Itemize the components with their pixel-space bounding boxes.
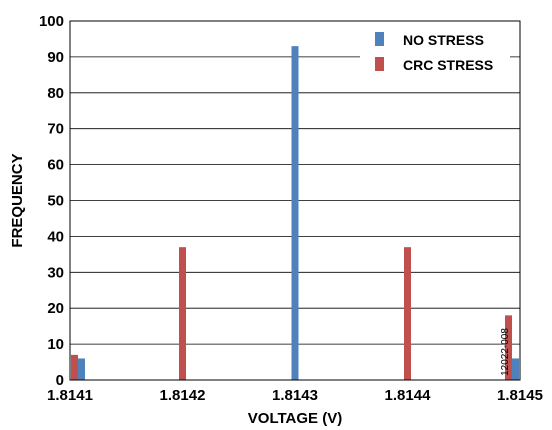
y-axis-title: FREQUENCY (9, 153, 26, 247)
y-tick-label: 80 (47, 85, 64, 102)
bar-crc-stress (505, 315, 512, 380)
y-tick-label: 60 (47, 157, 64, 174)
bar-no-stress (78, 358, 85, 380)
x-tick-label: 1.8144 (385, 387, 432, 404)
x-tick-label: 1.8143 (272, 387, 318, 404)
y-tick-label: 40 (47, 228, 64, 245)
x-tick-label: 1.8141 (47, 387, 93, 404)
y-tick-label: 90 (47, 49, 64, 66)
y-tick-label: 20 (47, 300, 64, 317)
bar-crc-stress (404, 247, 411, 380)
x-tick-label: 1.8142 (160, 387, 206, 404)
bar-no-stress (512, 358, 519, 380)
y-tick-label: 30 (47, 264, 64, 281)
legend-label: NO STRESS (403, 32, 484, 48)
y-tick-labels: 0 10 20 30 40 50 60 70 80 90 100 (39, 13, 64, 389)
figure-code: 12022-008 (500, 328, 511, 376)
y-tick-label: 100 (39, 13, 64, 30)
legend-swatch (375, 32, 384, 46)
y-tick-label: 0 (56, 372, 64, 389)
x-tick-labels: 1.8141 1.8142 1.8143 1.8144 1.8145 (47, 387, 543, 404)
bar-crc-stress (179, 247, 186, 380)
x-axis-title: VOLTAGE (V) (248, 410, 342, 427)
x-tick-label: 1.8145 (497, 387, 543, 404)
plot-frame (69, 20, 521, 381)
y-tick-label: 70 (47, 121, 64, 138)
y-tick-label: 50 (47, 193, 64, 210)
legend-label: CRC STRESS (403, 57, 493, 73)
bars (71, 46, 519, 380)
bar-no-stress (291, 46, 299, 380)
y-tick-label: 10 (47, 336, 64, 353)
legend: NO STRESS CRC STRESS (360, 26, 510, 78)
legend-swatch (375, 57, 384, 71)
legend-background (360, 26, 510, 78)
bar-crc-stress (71, 354, 78, 380)
